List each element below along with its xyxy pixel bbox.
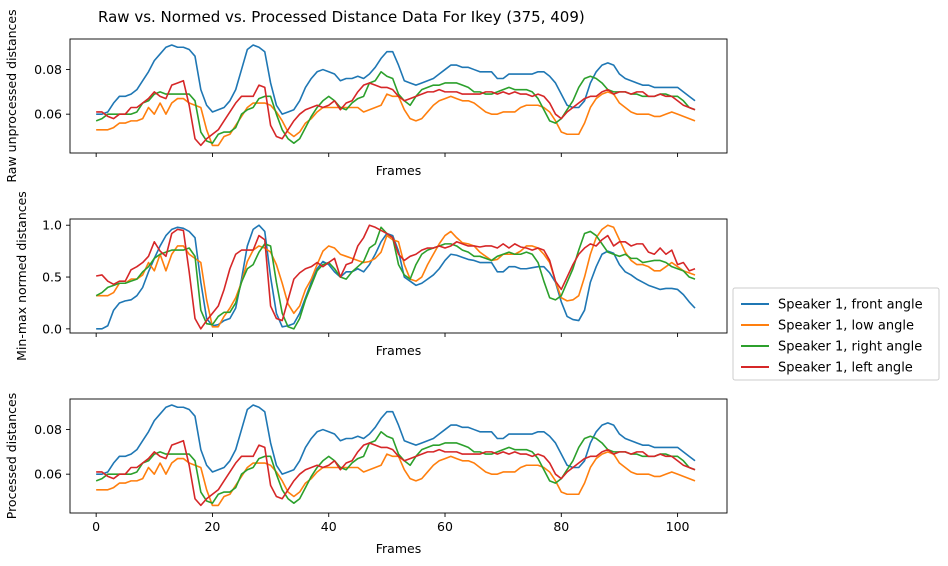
y-tick-label: 0.06 — [34, 107, 62, 122]
series-line-2 — [96, 224, 696, 328]
chart-panel-3: 0 20 40 60 80 100 0.06 0.08 Frames Processed dist… — [4, 393, 728, 556]
series-line-2 — [96, 91, 696, 147]
x-tick-label: 80 — [553, 519, 569, 534]
series-group — [95, 44, 696, 147]
y-tick-label: 0.08 — [34, 422, 62, 437]
legend-frame — [732, 287, 940, 381]
legend-label: Speaker 1, low angle — [778, 319, 914, 334]
series-line-3 — [95, 430, 696, 504]
series-line-3 — [95, 70, 696, 144]
x-tick-label: 20 — [204, 519, 220, 534]
axes-frame — [69, 38, 728, 154]
legend-item: Speaker 1, right angle — [741, 340, 922, 355]
legend-label: Speaker 1, right angle — [778, 340, 922, 355]
x-tick-label: 0 — [92, 519, 100, 534]
series-line-1 — [96, 44, 696, 115]
x-tick-label: 60 — [437, 519, 453, 534]
series-line-2 — [96, 451, 696, 507]
legend-item: Speaker 1, low angle — [741, 319, 914, 334]
series-line-4 — [96, 439, 696, 507]
chart-title: Raw vs. Normed vs. Processed Distance Da… — [98, 8, 585, 26]
x-axis-label: Frames — [376, 343, 421, 358]
x-tick-label: 100 — [666, 519, 690, 534]
chart-panel-2: 0.0 0.5 1.0 Frames Min-max normed distances — [14, 191, 728, 361]
legend-item: Speaker 1, left angle — [741, 361, 913, 376]
series-line-3 — [95, 226, 696, 330]
legend-item: Speaker 1, front angle — [741, 298, 923, 313]
y-tick-label: 0.08 — [34, 62, 62, 77]
x-axis-label: Frames — [376, 163, 421, 178]
series-line-1 — [96, 404, 696, 475]
x-tick-label: 40 — [321, 519, 337, 534]
legend: Speaker 1, front angle Speaker 1, low ang… — [732, 287, 940, 381]
legend-label: Speaker 1, left angle — [778, 361, 913, 376]
series-group — [95, 224, 696, 330]
y-tick-label: 0.0 — [42, 321, 62, 336]
series-group — [95, 404, 696, 507]
series-line-4 — [96, 79, 696, 147]
x-axis-label: Frames — [376, 541, 421, 556]
y-tick-label: 1.0 — [42, 218, 62, 233]
axes-frame — [69, 398, 728, 514]
y-axis-label: Processed distances — [4, 393, 19, 520]
series-line-1 — [96, 224, 696, 330]
series-line-4 — [96, 224, 696, 330]
y-axis-label: Min-max normed distances — [14, 191, 29, 361]
axes-frame — [69, 218, 728, 334]
y-tick-label: 0.06 — [34, 467, 62, 482]
chart-panel-1: 0.06 0.08 Frames Raw unprocessed distances — [4, 9, 728, 183]
y-axis-label: Raw unprocessed distances — [4, 9, 19, 182]
legend-label: Speaker 1, front angle — [778, 298, 923, 313]
y-tick-label: 0.5 — [42, 270, 62, 285]
